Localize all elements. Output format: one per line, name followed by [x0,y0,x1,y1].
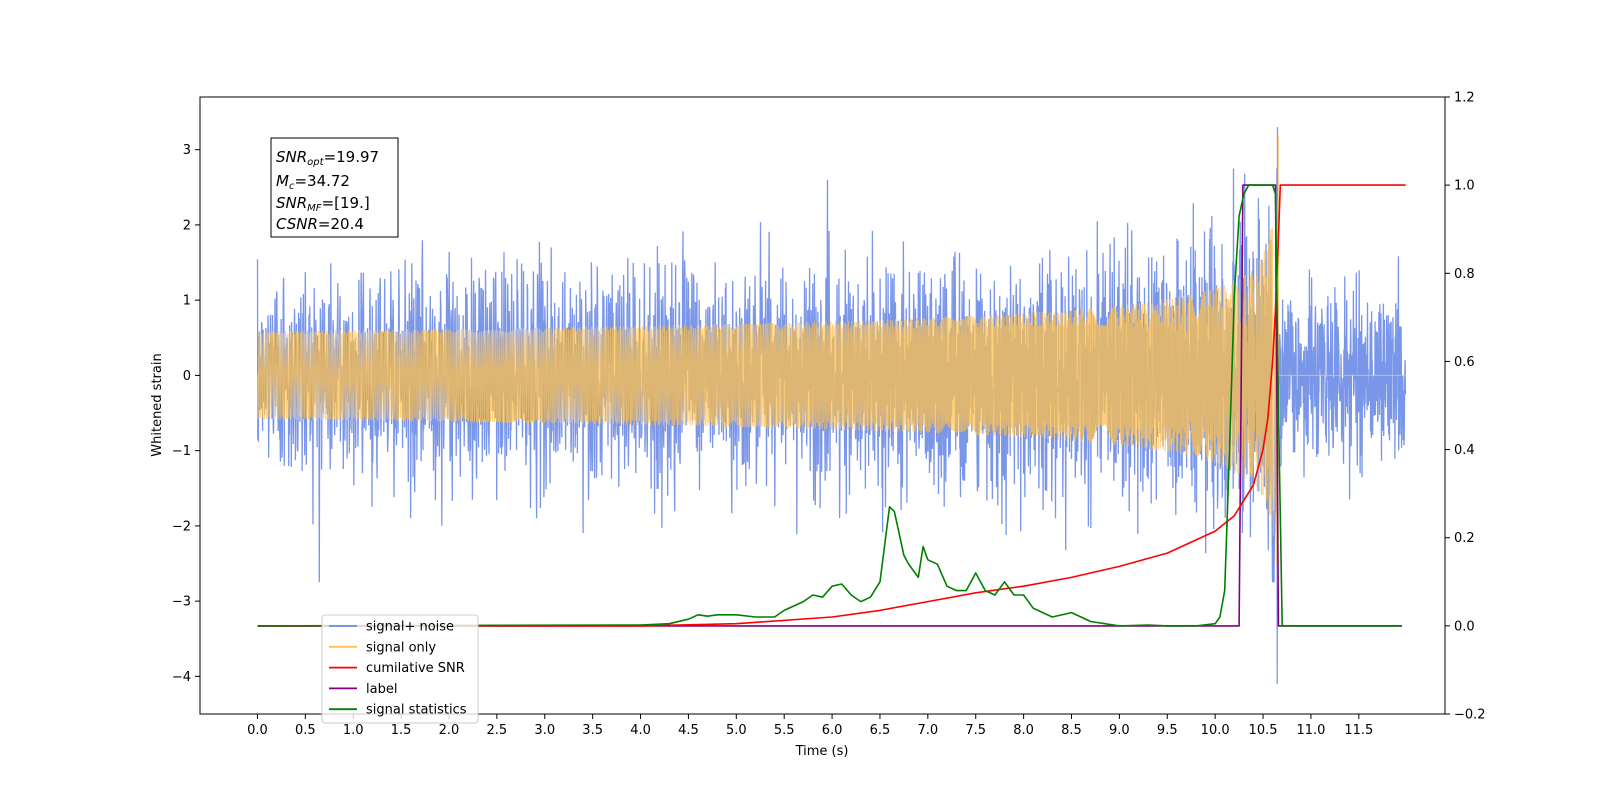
y-right-tick-label: 1.0 [1454,179,1475,194]
y-axis-label: Whitened strain [150,353,165,456]
annotation-frame [270,137,399,238]
x-tick-label: 8.5 [1061,723,1082,738]
x-tick-label: 10.0 [1201,723,1230,738]
x-tick-label: 0.5 [295,723,316,738]
x-tick-label: 2.5 [487,723,508,738]
annotation-snr-opt: SNRopt=19.97 [276,148,379,168]
annotation-csnr: CSNR=20.4 [276,215,364,233]
x-tick-label: 1.5 [391,723,412,738]
mc-sub: c [289,181,295,192]
x-tick-label: 11.0 [1296,723,1325,738]
legend-items: signal+ noise signal only cumilative SNR la… [329,620,467,718]
x-tick-label: 4.0 [630,723,651,738]
annotation-mc: Mc=34.72 [276,172,350,192]
y-right-tick-label: −0.2 [1454,708,1486,723]
y-ticks-left: 3 2 1 0 −1 −2 −3 −4 [172,143,200,685]
legend-frame [321,614,479,724]
x-tick-label: 11.5 [1344,723,1373,738]
snr-opt-label: SNR [276,148,307,166]
y-left-tick-label: −2 [172,519,191,534]
series-signal-statistics [257,184,1402,627]
snr-mf-sub: MF [307,203,322,214]
x-tick-label: 5.0 [726,723,747,738]
x-tick-label: 8.0 [1013,723,1034,738]
y-left-tick-label: 2 [183,218,191,233]
legend-label: signal+ noise [366,620,454,635]
x-tick-label: 9.5 [1157,723,1178,738]
x-tick-label: 0.0 [247,723,268,738]
mc-label: M [276,172,289,190]
x-tick-label: 10.5 [1249,723,1278,738]
snr-mf-label: SNR [276,194,307,212]
legend: signal+ noise signal only cumilative SNR la… [321,614,479,724]
y-left-tick-label: −4 [172,670,191,685]
y-left-tick-label: 1 [183,294,191,309]
annotation-snr-mf: SNRMF=[19.] [276,194,370,214]
axes-frame [199,96,1446,715]
y-left-tick-label: 0 [183,369,191,384]
snr-opt-value: =19.97 [324,148,380,166]
snr-mf-value: =[19.] [322,194,370,212]
y-right-tick-label: 0.0 [1454,619,1475,634]
x-tick-label: 3.5 [582,723,603,738]
y-right-tick-label: 0.6 [1454,355,1475,370]
y-right-tick-label: 0.8 [1454,267,1475,282]
plot-series [256,127,1407,684]
x-tick-label: 6.0 [822,723,843,738]
legend-label: cumilative SNR [366,661,465,676]
y-left-tick-label: −3 [172,595,191,610]
csnr-value: =20.4 [318,215,364,233]
x-tick-label: 4.5 [678,723,699,738]
x-tick-label: 6.5 [870,723,891,738]
y-right-tick-label: 0.4 [1454,443,1475,458]
x-tick-label: 5.5 [774,723,795,738]
y-right-tick-label: 1.2 [1454,91,1475,106]
series-signal-only [256,134,1406,587]
x-tick-label: 3.0 [534,723,555,738]
y-left-tick-label: −1 [172,444,191,459]
y-ticks-right: 1.2 1.0 0.8 0.6 0.4 0.2 0.0 −0.2 [1445,91,1486,723]
snr-opt-sub: opt [307,157,324,168]
mc-value: =34.72 [294,172,350,190]
csnr-label: CSNR [276,215,318,233]
y-right-tick-label: 0.2 [1454,531,1475,546]
y-left-tick-label: 3 [183,143,191,158]
x-axis-label: Time (s) [795,744,849,759]
x-ticks: 0.0 0.5 1.0 1.5 2.0 2.5 3.0 3.5 4.0 4.5 5.0 5.5 6.0 6… [247,714,1373,738]
x-tick-label: 1.0 [343,723,364,738]
x-tick-label: 2.0 [439,723,460,738]
legend-label: label [366,682,397,697]
x-tick-label: 7.0 [918,723,939,738]
legend-label: signal only [366,640,436,655]
annotation-box: SNRopt=19.97 Mc=34.72 SNRMF=[19.] CSNR=2… [270,137,399,238]
legend-label: signal statistics [366,703,467,718]
x-tick-label: 7.5 [965,723,986,738]
series-cumulative-snr [257,184,1406,627]
x-tick-label: 9.0 [1109,723,1130,738]
